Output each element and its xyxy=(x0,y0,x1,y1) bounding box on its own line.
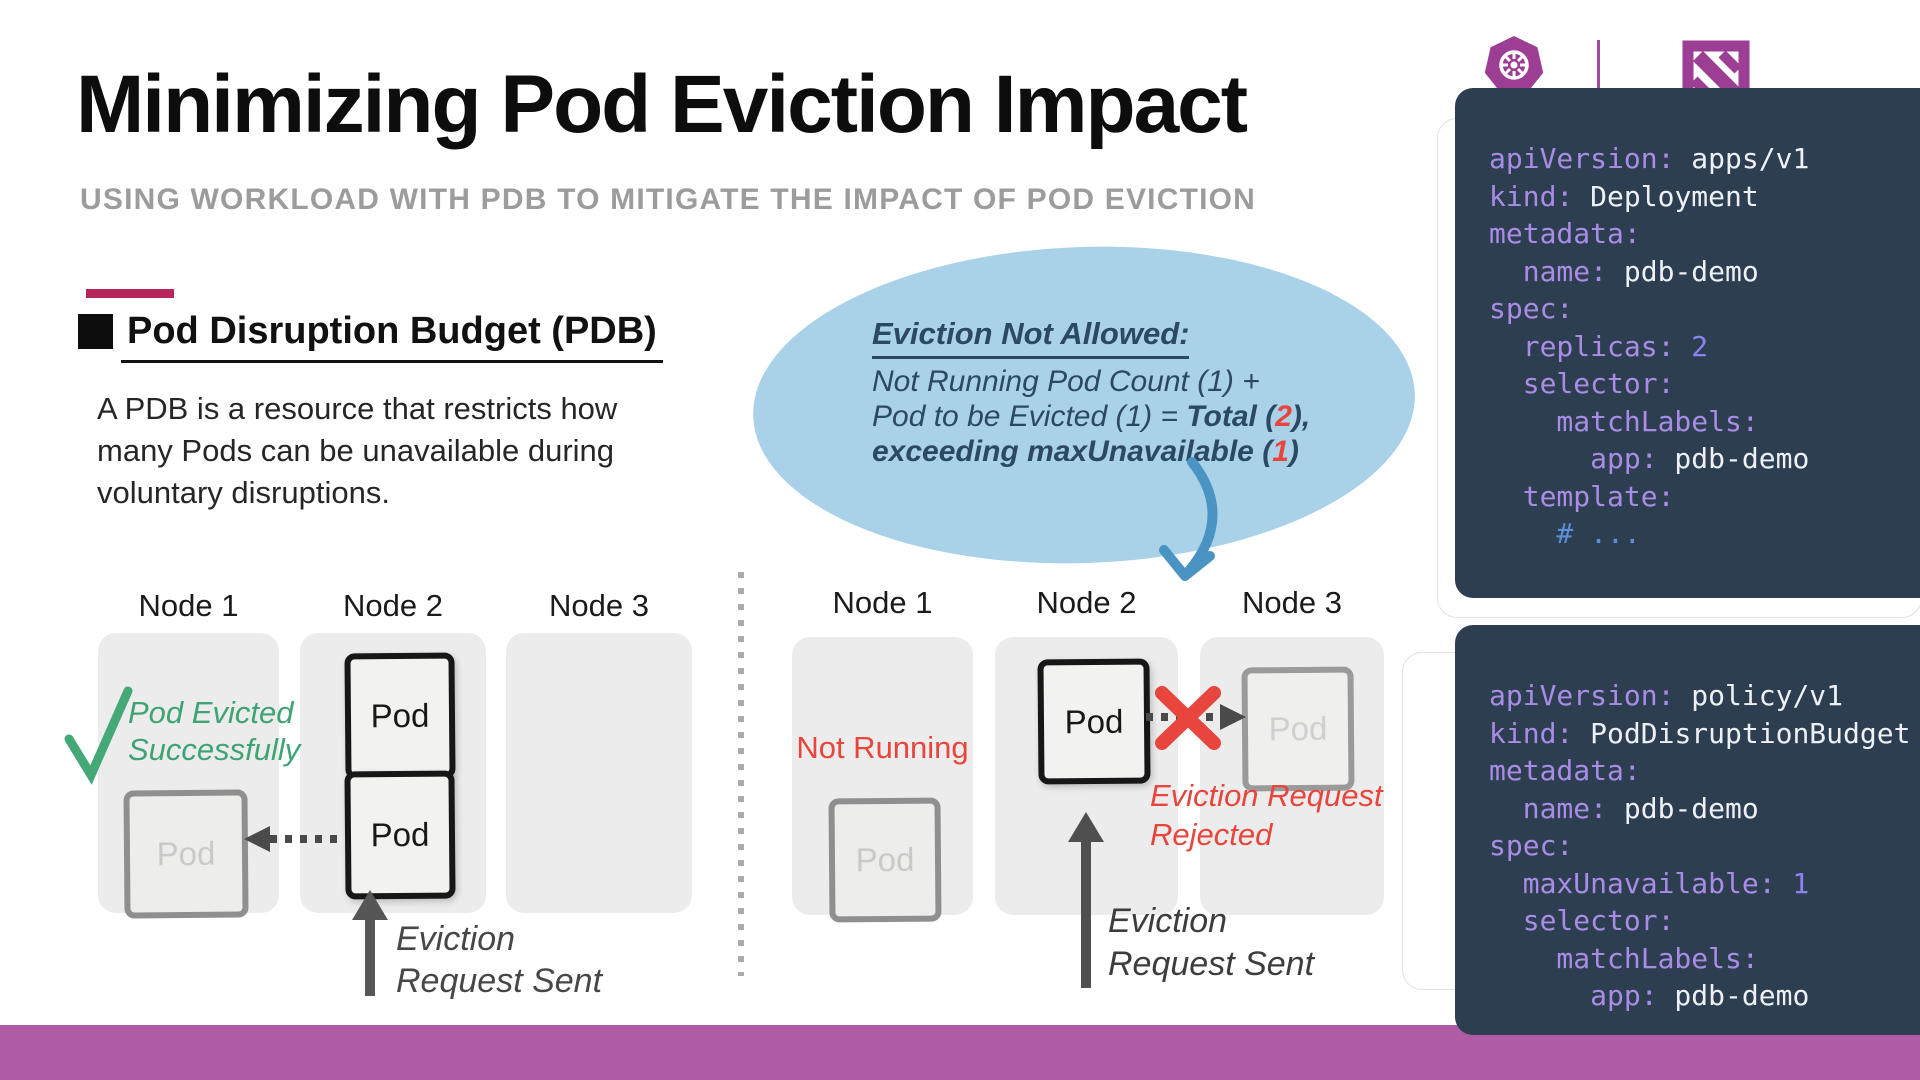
pod-box: Pod xyxy=(1037,658,1151,785)
node-label: Node 1 xyxy=(138,588,239,623)
dotted-arrow-left-icon xyxy=(244,826,344,852)
description-line: voluntary disruptions. xyxy=(97,475,390,510)
node-label: Node 2 xyxy=(343,588,443,623)
node-box xyxy=(506,633,692,913)
callout-line: Pod to be Evicted (1) = Total (2), xyxy=(872,400,1311,433)
pod-evicted-label: Pod Evicted Successfully xyxy=(128,695,301,767)
node-label: Node 2 xyxy=(1036,585,1137,620)
dotted-divider xyxy=(738,572,744,976)
up-arrow-icon xyxy=(352,890,388,996)
check-icon xyxy=(64,686,133,785)
page-subtitle: USING WORKLOAD WITH PDB TO MITIGATE THE … xyxy=(80,183,1257,216)
kubernetes-logo-icon xyxy=(1484,36,1544,93)
accent-bar xyxy=(86,289,174,298)
callout-body: Not Running Pod Count (1) + Pod to be Ev… xyxy=(872,364,1310,469)
brand-divider xyxy=(1597,40,1600,92)
section-heading-text: Pod Disruption Budget (PDB) xyxy=(121,310,663,363)
description-line: A PDB is a resource that restricts how xyxy=(97,391,618,426)
not-running-label: Not Running xyxy=(796,730,969,765)
callout-line: exceeding maxUnavailable (1) xyxy=(872,435,1299,468)
section-description: A PDB is a resource that restricts how m… xyxy=(97,388,717,514)
eviction-rejected-label: Eviction Request Rejected xyxy=(1150,778,1383,852)
pod-box-ghost: Pod xyxy=(828,797,942,923)
section-heading: Pod Disruption Budget (PDB) xyxy=(78,310,663,363)
node-label: Node 1 xyxy=(832,585,933,620)
callout-line: Not Running Pod Count (1) + xyxy=(872,365,1260,398)
pod-box: Pod xyxy=(344,652,456,780)
callout-heading: Eviction Not Allowed: xyxy=(872,316,1190,359)
eviction-request-sent-label: Eviction Request Sent xyxy=(396,920,603,1000)
description-line: many Pods can be unavailable during xyxy=(97,433,615,468)
curved-arrow-icon xyxy=(1159,457,1218,581)
pod-box-ghost: Pod xyxy=(1241,666,1355,792)
square-bullet-icon xyxy=(78,314,113,349)
eviction-request-sent-label: Eviction Request Sent xyxy=(1108,902,1315,983)
page-title: Minimizing Pod Eviction Impact xyxy=(76,59,1248,150)
deployment-yaml-panel: apiVersion: apps/v1 kind: Deployment metad… xyxy=(1455,88,1920,598)
rejected-x-icon xyxy=(1155,686,1221,750)
node-label: Node 3 xyxy=(1242,585,1342,620)
node-label: Node 3 xyxy=(549,588,649,623)
up-arrow-icon xyxy=(1068,812,1104,988)
pdb-yaml-panel: apiVersion: policy/v1 kind: PodDisruption… xyxy=(1455,625,1920,1035)
pod-box-ghost: Pod xyxy=(123,789,249,919)
pod-box: Pod xyxy=(344,770,456,900)
